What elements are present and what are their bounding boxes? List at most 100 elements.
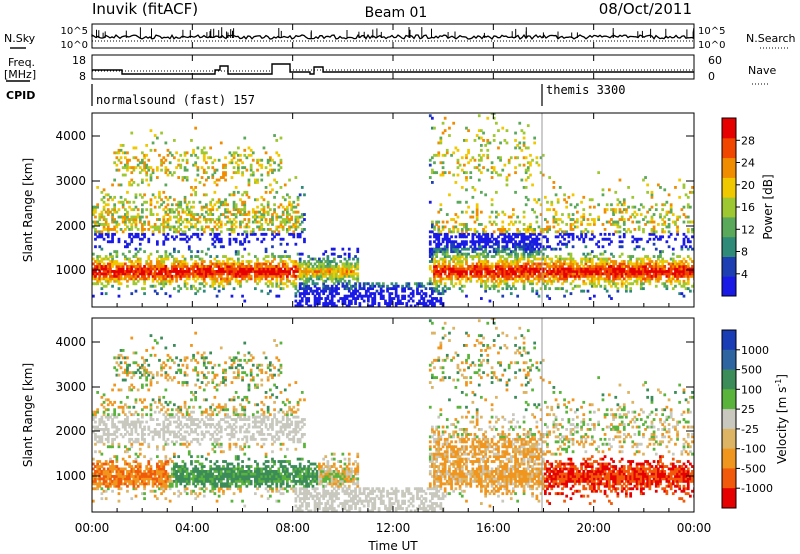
power-cell xyxy=(126,218,129,221)
power-cell xyxy=(576,270,579,273)
power-cell xyxy=(495,267,498,271)
power-cell xyxy=(550,279,554,283)
power-cell xyxy=(219,237,223,241)
power-cell xyxy=(422,302,426,305)
power-cell xyxy=(215,262,219,266)
power-cell xyxy=(503,250,507,254)
power-cell xyxy=(622,270,626,273)
power-cell xyxy=(544,274,547,278)
power-cell xyxy=(484,237,488,241)
power-cell xyxy=(113,272,117,276)
velocity-cell xyxy=(92,462,95,466)
power-cell xyxy=(318,297,321,300)
power-cell xyxy=(403,294,407,298)
velocity-cell xyxy=(111,440,114,444)
power-cell xyxy=(254,277,257,281)
power-cell xyxy=(245,235,249,239)
power-cell xyxy=(222,176,225,179)
power-cell xyxy=(582,213,586,216)
power-cell xyxy=(497,240,500,244)
power-cell xyxy=(452,225,456,229)
power-cell xyxy=(659,213,662,216)
velocity-cell xyxy=(98,482,102,486)
power-cell xyxy=(505,279,509,283)
power-cell xyxy=(318,260,321,263)
power-cell xyxy=(480,245,483,249)
power-cell xyxy=(416,292,419,296)
power-cell xyxy=(563,232,566,236)
power-cell xyxy=(661,260,665,263)
power-cell xyxy=(514,139,517,142)
power-cell xyxy=(407,299,411,303)
power-cell xyxy=(554,277,558,281)
power-cell xyxy=(437,272,441,276)
power-cell xyxy=(563,193,566,197)
power-cell xyxy=(399,299,402,303)
power-cell xyxy=(512,262,515,266)
power-cell xyxy=(443,232,447,236)
power-cell xyxy=(633,205,637,209)
velocity-cell xyxy=(104,482,108,486)
power-cell xyxy=(439,136,443,140)
power-cell xyxy=(546,294,549,298)
power-cell xyxy=(356,279,360,283)
power-cell xyxy=(286,267,289,271)
power-cell xyxy=(102,200,106,204)
power-cell xyxy=(599,260,603,263)
power-cell xyxy=(290,260,294,263)
power-cell xyxy=(106,223,110,226)
power-cell xyxy=(669,279,673,283)
power-cell xyxy=(428,235,432,239)
power-cell xyxy=(526,272,530,276)
power-cell xyxy=(520,279,524,283)
power-cell xyxy=(633,267,637,271)
power-cell xyxy=(614,230,618,234)
power-cell xyxy=(168,151,172,155)
power-cell xyxy=(170,262,174,266)
power-cell xyxy=(501,287,505,291)
power-cell xyxy=(616,270,620,273)
power-cell xyxy=(166,279,170,283)
power-cell xyxy=(241,232,244,236)
power-cell xyxy=(264,270,268,273)
power-cell xyxy=(437,299,441,303)
power-cell xyxy=(305,279,308,283)
power-cell xyxy=(173,156,176,160)
power-cell xyxy=(569,282,573,286)
power-cell xyxy=(113,262,117,266)
power-cell xyxy=(518,242,522,246)
power-cell xyxy=(501,255,505,258)
power-cell xyxy=(686,247,690,251)
power-cell xyxy=(642,247,645,251)
power-cell xyxy=(614,190,618,194)
power-cell xyxy=(211,228,215,231)
power-cell xyxy=(149,208,153,212)
power-cell xyxy=(507,274,511,278)
power-cell xyxy=(475,213,479,216)
power-cell xyxy=(173,274,176,278)
power-cell xyxy=(173,171,176,175)
power-cell xyxy=(501,168,505,172)
power-cell xyxy=(352,270,355,273)
nave-label: Nave xyxy=(748,64,776,77)
power-cell xyxy=(209,267,213,271)
power-cell xyxy=(514,240,517,244)
power-cell xyxy=(117,148,121,152)
power-cell xyxy=(635,213,639,216)
power-cell xyxy=(550,247,554,251)
power-cell xyxy=(94,223,97,226)
velocity-cell xyxy=(111,467,114,471)
power-cell xyxy=(222,255,225,258)
power-cell xyxy=(275,267,279,271)
power-cell xyxy=(524,265,528,268)
power-cell xyxy=(226,208,230,212)
power-cell xyxy=(509,252,513,256)
power-cell xyxy=(454,270,458,273)
power-cell xyxy=(614,284,618,288)
power-cell xyxy=(311,270,315,273)
power-cell xyxy=(418,284,421,288)
freq-trace xyxy=(92,63,694,75)
power-cell xyxy=(480,148,483,152)
power-cell xyxy=(228,220,232,224)
power-cell xyxy=(544,284,547,288)
